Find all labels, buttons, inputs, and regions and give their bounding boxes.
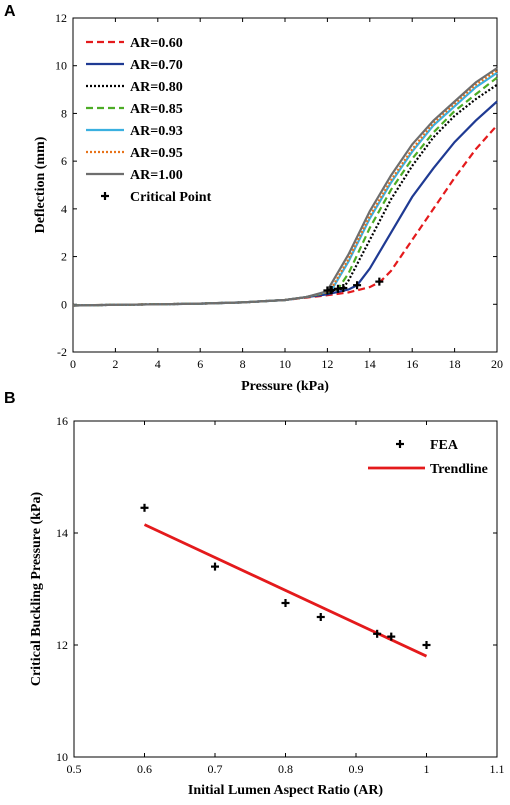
x-tick-label: 0: [70, 357, 76, 371]
x-tick-label: 8: [240, 357, 246, 371]
fea-point-marker: [316, 613, 325, 621]
fea-point-marker: [281, 599, 290, 607]
fea-point-marker: [422, 641, 431, 649]
panel-a-y-axis-label: Deflection (mm): [33, 136, 48, 233]
y-tick-label: 12: [56, 638, 68, 652]
panel-a-letter: A: [4, 3, 16, 20]
legend-label: AR=0.80: [130, 80, 183, 95]
x-tick-label: 12: [321, 357, 333, 371]
x-tick-label: 18: [449, 357, 461, 371]
x-tick-label: 6: [197, 357, 203, 371]
y-tick-label: -2: [57, 345, 67, 359]
critical-point-marker: [334, 284, 342, 293]
fea-point-marker: [373, 629, 382, 638]
legend-label: AR=0.93: [130, 124, 183, 139]
y-tick-label: 10: [55, 59, 67, 73]
panel-b-chart: 0.5 0.6 0.7 0.8 0.9 1 1.1 10 12 14 16 FEA Trendline…: [29, 414, 505, 798]
legend-label: AR=0.60: [130, 36, 183, 51]
trendline: [143, 523, 428, 658]
legend-label: AR=1.00: [130, 168, 183, 183]
fea-point-marker: [140, 503, 149, 512]
panel-b-letter: B: [4, 390, 16, 407]
critical-point-marker: [375, 277, 384, 286]
x-tick-label: 20: [491, 357, 503, 371]
x-tick-label: 0.7: [208, 762, 223, 776]
panel-b-y-axis-label: Critical Buckling Pressure (kPa): [29, 492, 44, 687]
fea-point-marker: [211, 562, 219, 571]
x-tick-label: 0.8: [278, 762, 293, 776]
panel-b-fea-points: [140, 503, 431, 649]
critical-point-marker: [353, 281, 362, 290]
y-tick-label: 12: [55, 11, 67, 25]
legend-fea-marker: [396, 440, 404, 448]
fea-point-marker: [387, 632, 396, 641]
legend-label: AR=0.95: [130, 146, 183, 161]
legend-label: Critical Point: [130, 190, 212, 205]
x-tick-label: 4: [155, 357, 161, 371]
x-tick-label: 16: [406, 357, 418, 371]
y-tick-label: 2: [61, 250, 67, 264]
panel-a-critical-points: [323, 277, 384, 295]
panel-b-legend: FEA Trendline: [368, 438, 488, 477]
y-tick-label: 4: [61, 202, 67, 216]
legend-label: AR=0.85: [130, 102, 183, 117]
legend-label: FEA: [430, 438, 459, 453]
panel-b-trendline: [143, 523, 428, 658]
legend-critical-point-marker: [101, 192, 109, 200]
legend-label: Trendline: [430, 462, 488, 477]
x-tick-label: 1: [424, 762, 430, 776]
panel-a-x-axis-label: Pressure (kPa): [241, 379, 329, 394]
x-tick-label: 1.1: [490, 762, 505, 776]
y-tick-label: 14: [56, 526, 68, 540]
panel-a-legend: AR=0.60 AR=0.70 AR=0.80 AR=0.85 AR=0.93 AR=0.…: [86, 36, 212, 205]
panel-b-ticks: 0.5 0.6 0.7 0.8 0.9 1 1.1 10 12 14 16: [56, 414, 505, 776]
y-tick-label: 0: [61, 297, 67, 311]
x-tick-label: 10: [279, 357, 291, 371]
x-tick-label: 2: [112, 357, 118, 371]
legend-label: AR=0.70: [130, 58, 183, 73]
x-tick-label: 0.5: [67, 762, 82, 776]
x-tick-label: 0.9: [349, 762, 364, 776]
y-tick-label: 16: [56, 414, 68, 428]
y-tick-label: 8: [61, 106, 67, 120]
x-tick-label: 14: [364, 357, 376, 371]
panel-b-x-axis-label: Initial Lumen Aspect Ratio (AR): [188, 783, 384, 798]
y-tick-label: 10: [56, 750, 68, 764]
critical-point-marker: [323, 286, 332, 295]
x-tick-label: 0.6: [137, 762, 152, 776]
y-tick-label: 6: [61, 154, 67, 168]
